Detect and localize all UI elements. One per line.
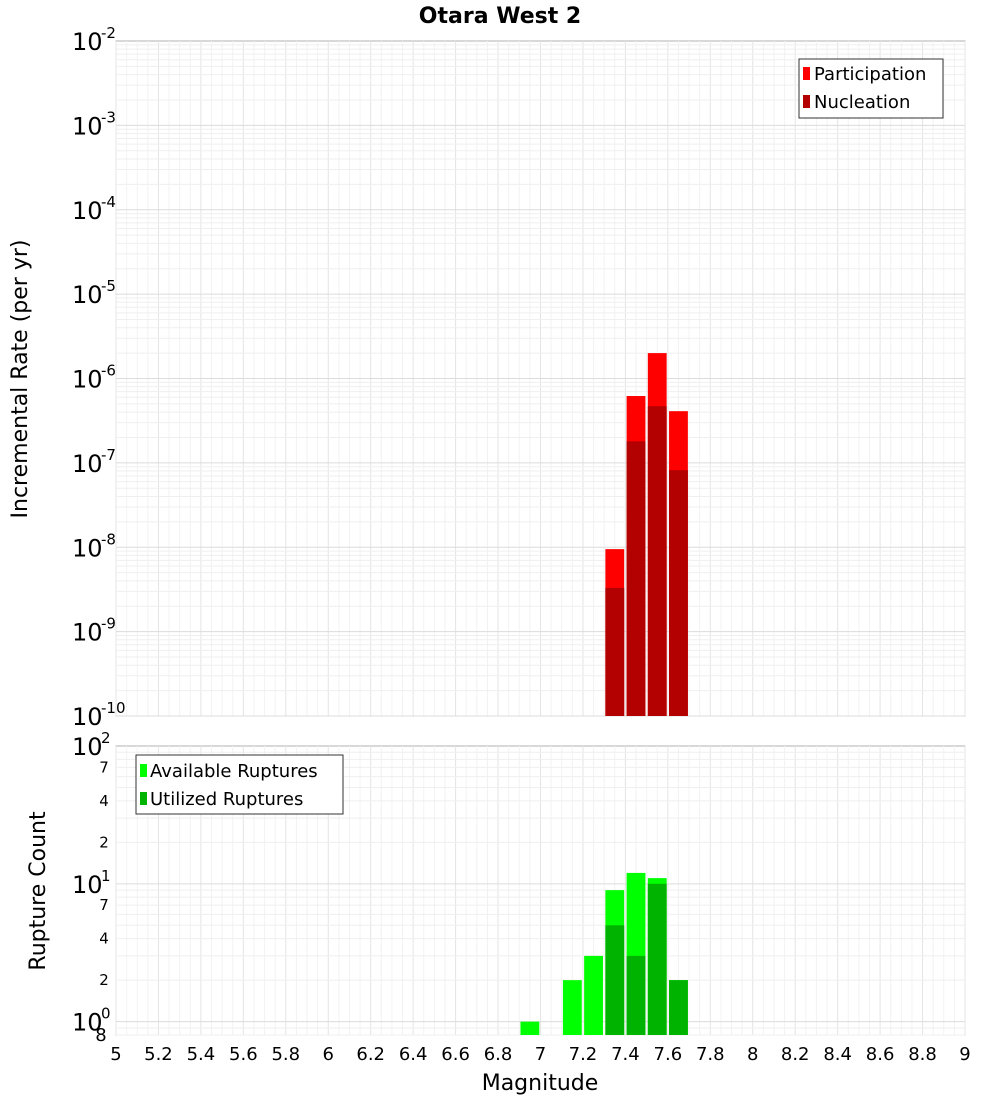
x-tick-label: 5 <box>110 1044 121 1065</box>
count-y-minor-tick-label: 7 <box>99 896 109 914</box>
count-bar-available-ruptures-2 <box>584 955 603 1035</box>
y-tick-exponent: -3 <box>101 108 116 126</box>
y-tick-exponent: -10 <box>101 699 126 717</box>
x-tick-label: 6.6 <box>441 1044 470 1065</box>
y-tick-base: 10 <box>72 197 103 225</box>
count-y-minor-tick-label: 4 <box>99 792 109 810</box>
legend-swatch-nucleation <box>803 95 810 108</box>
x-tick-label: 7.6 <box>654 1044 683 1065</box>
rate-y-axis-label: Incremental Rate (per yr) <box>8 240 33 519</box>
count-y-minor-tick-label: 2 <box>99 971 109 989</box>
count-bar-utilized-ruptures-4 <box>626 955 646 1035</box>
count-bars <box>520 872 688 1035</box>
y-tick-base: 10 <box>72 1009 103 1037</box>
y-tick-exponent: -7 <box>101 446 116 464</box>
rate-y-tick-label: 10-5 <box>72 277 116 309</box>
rate-y-tick-label: 10-4 <box>72 193 116 225</box>
y-tick-base: 10 <box>72 28 103 56</box>
x-tick-label: 7 <box>535 1044 546 1065</box>
count-bar-utilized-ruptures-6 <box>669 980 688 1035</box>
count-y-minor-tick-label: 4 <box>99 930 109 948</box>
y-tick-exponent: -8 <box>101 530 116 548</box>
y-tick-exponent: 2 <box>101 729 111 747</box>
count-legend: Available Ruptures Utilized Ruptures <box>135 754 344 815</box>
legend-swatch-available <box>140 764 147 777</box>
count-y-axis-label: Rupture Count <box>26 811 51 971</box>
rate-bar-nucleation-0 <box>605 587 625 716</box>
y-tick-base: 10 <box>72 534 103 562</box>
rate-bar-nucleation-2 <box>647 406 667 716</box>
x-tick-label: 6.8 <box>484 1044 513 1065</box>
rate-grid <box>115 41 966 717</box>
x-tick-label: 8 <box>747 1044 758 1065</box>
count-y-tick-label: 100 <box>72 1005 111 1037</box>
rate-bar-nucleation-3 <box>669 470 688 716</box>
x-tick-label: 8.8 <box>908 1044 937 1065</box>
count-bar-available-ruptures-1 <box>562 980 582 1035</box>
x-tick-label: 5.8 <box>271 1044 300 1065</box>
legend-swatch-utilized <box>140 792 147 805</box>
rate-legend: Participation Nucleation <box>798 58 944 119</box>
x-tick-label: 9 <box>959 1044 970 1065</box>
y-tick-base: 10 <box>72 366 103 394</box>
y-tick-exponent: -9 <box>101 615 116 633</box>
y-tick-exponent: -6 <box>101 362 116 380</box>
count-y-minor-tick-label: 8 <box>95 1025 106 1046</box>
y-tick-base: 10 <box>72 112 103 140</box>
x-tick-label: 6 <box>323 1044 334 1065</box>
y-tick-exponent: 1 <box>101 867 111 885</box>
rate-y-tick-label: 10-8 <box>72 530 116 562</box>
count-legend-box <box>135 754 344 815</box>
x-tick-label: 5.6 <box>229 1044 258 1065</box>
x-axis-label: Magnitude <box>482 1071 599 1096</box>
rate-bars <box>605 353 688 716</box>
rate-y-tick-label: 10-9 <box>72 615 116 647</box>
rate-y-tick-label: 10-6 <box>72 362 116 394</box>
count-bar-utilized-ruptures-5 <box>647 883 667 1035</box>
y-tick-exponent: -5 <box>101 277 116 295</box>
x-tick-label: 8.6 <box>866 1044 895 1065</box>
chart-title: Otara West 2 <box>419 4 581 29</box>
count-y-minor-tick-label: 7 <box>99 758 109 776</box>
x-tick-label: 7.4 <box>611 1044 640 1065</box>
count-y-minor-tick-label: 2 <box>99 833 109 851</box>
legend-swatch-participation <box>803 67 810 80</box>
legend-label-nucleation: Nucleation <box>814 92 910 113</box>
x-tick-label: 5.4 <box>187 1044 216 1065</box>
y-tick-base: 10 <box>72 281 103 309</box>
rate-panel: 10-210-310-410-510-610-710-810-910-10 <box>72 24 966 731</box>
y-tick-exponent: 0 <box>101 1005 111 1023</box>
count-bar-available-ruptures-0 <box>520 1021 540 1035</box>
count-bar-utilized-ruptures-3 <box>605 925 625 1035</box>
count-y-tick-label: 102 <box>72 729 111 761</box>
rate-y-tick-label: 10-10 <box>72 699 126 731</box>
x-tick-label: 6.4 <box>399 1044 428 1065</box>
y-tick-base: 10 <box>72 733 103 761</box>
x-tick-label: 8.4 <box>823 1044 852 1065</box>
rate-bar-nucleation-1 <box>626 441 646 716</box>
y-tick-base: 10 <box>72 871 103 899</box>
x-tick-label: 6.2 <box>356 1044 385 1065</box>
x-tick-label: 5.2 <box>144 1044 173 1065</box>
x-tick-label: 7.8 <box>696 1044 725 1065</box>
legend-label-utilized: Utilized Ruptures <box>150 789 303 810</box>
x-tick-label: 7.2 <box>569 1044 598 1065</box>
rate-y-tick-label: 10-3 <box>72 108 116 140</box>
rate-y-ticks: 10-210-310-410-510-610-710-810-910-10 <box>72 24 126 731</box>
y-tick-exponent: -2 <box>101 24 116 42</box>
rate-y-tick-label: 10-2 <box>72 24 116 56</box>
y-tick-base: 10 <box>72 703 103 731</box>
rate-legend-box <box>798 58 944 119</box>
legend-label-available: Available Ruptures <box>150 761 318 782</box>
x-ticks: 5 5.2 5.4 5.6 5.8 6 6.2 6.4 6.6 6.8 7 7.2 7.4 7.6 7.8 8… <box>110 1044 970 1065</box>
count-y-tick-label: 101 <box>72 867 111 899</box>
y-tick-exponent: -4 <box>101 193 116 211</box>
y-tick-base: 10 <box>72 450 103 478</box>
legend-label-participation: Participation <box>814 64 926 85</box>
x-tick-label: 8.2 <box>781 1044 810 1065</box>
rate-y-tick-label: 10-7 <box>72 446 116 478</box>
y-tick-base: 10 <box>72 619 103 647</box>
